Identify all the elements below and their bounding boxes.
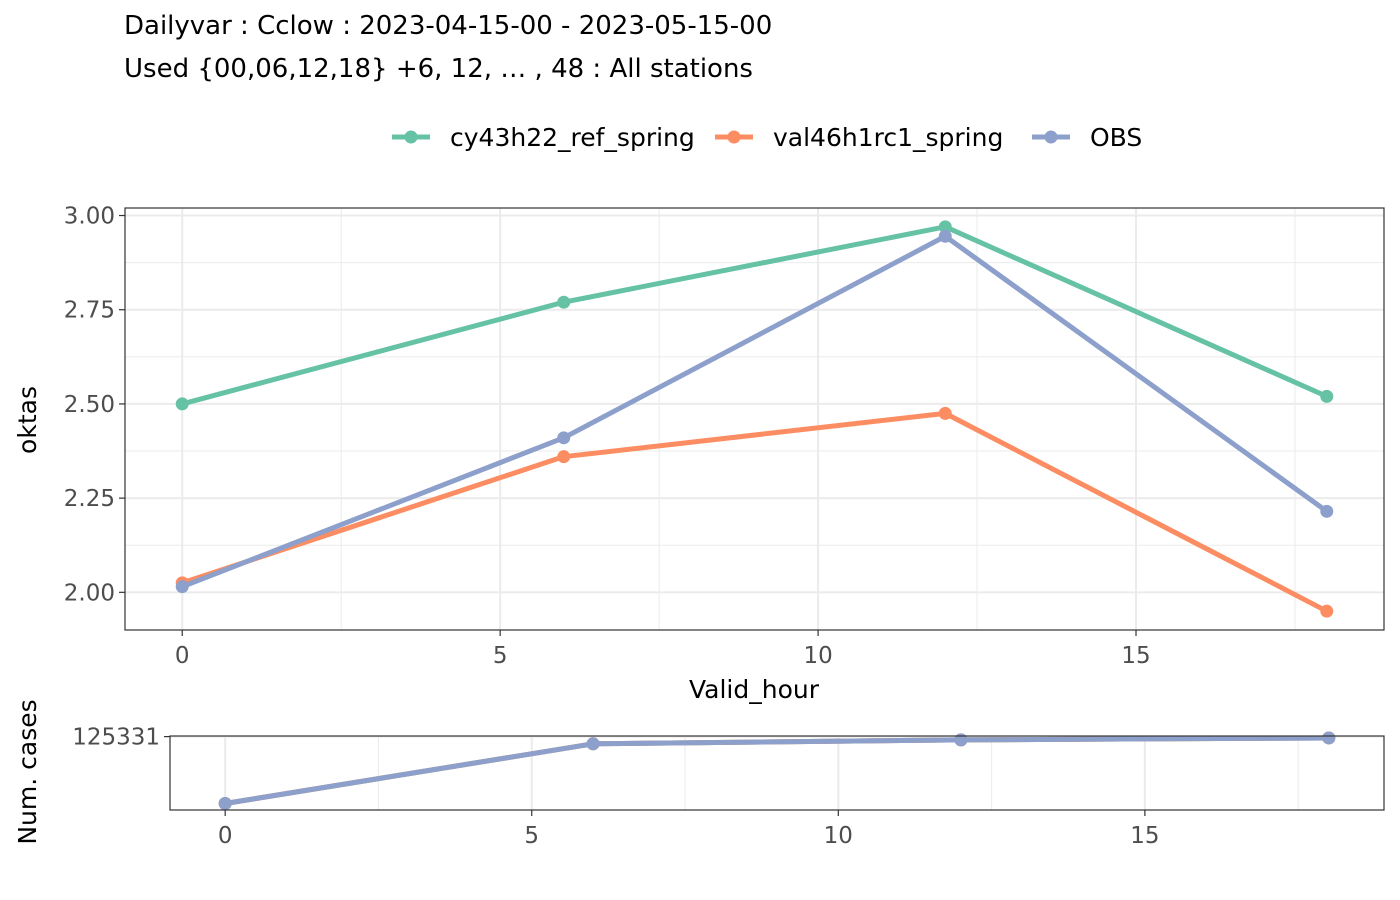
- legend-label: OBS: [1090, 123, 1142, 152]
- y-tick-label: 2.50: [64, 392, 115, 418]
- x-tick-label: 15: [1130, 823, 1159, 849]
- data-point-OBS: [1320, 504, 1334, 518]
- series-line-cy43h22_ref_spring: [224, 735, 1329, 806]
- y-tick-label: 2.75: [64, 298, 115, 324]
- data-point-OBS: [586, 737, 600, 751]
- data-point-cy43h22_ref_spring: [557, 295, 571, 309]
- series-line-cy43h22_ref_spring: [181, 224, 1328, 407]
- x-tick-label: 0: [175, 643, 190, 669]
- plot-subtitle: Used {00,06,12,18} +6, 12, … , 48 : All …: [124, 54, 753, 84]
- y-tick-label: 2.00: [64, 580, 115, 606]
- series-layer: [218, 731, 1336, 811]
- y-tick-label: 2.25: [64, 486, 115, 512]
- series-line-val46h1rc1_spring: [224, 735, 1329, 806]
- y-tick-label: 3.00: [64, 204, 115, 230]
- x-tick-label: 5: [524, 823, 539, 849]
- x-tick-label: 15: [1121, 643, 1150, 669]
- panel-border: [169, 735, 1385, 811]
- legend-key-point: [727, 130, 741, 144]
- series-line-OBS: [181, 233, 1329, 589]
- data-point-OBS: [557, 431, 571, 445]
- legend-key-point: [1044, 130, 1058, 144]
- data-point-val46h1rc1_spring: [557, 450, 571, 464]
- data-point-cy43h22_ref_spring: [938, 220, 952, 234]
- data-point-OBS: [954, 733, 968, 747]
- data-point-cy43h22_ref_spring: [1320, 389, 1334, 403]
- y-axis-title: oktas: [13, 386, 42, 454]
- panel-border: [124, 207, 1385, 631]
- x-tick-label: 10: [803, 643, 832, 669]
- data-point-OBS: [1322, 731, 1336, 745]
- legend-item-cy43h22_ref_spring: cy43h22_ref_spring: [392, 123, 695, 152]
- data-point-val46h1rc1_spring: [938, 406, 952, 420]
- x-tick-label: 10: [824, 823, 853, 849]
- data-point-OBS: [218, 797, 232, 811]
- main-panel: 0 5 10 15 2.00 2.25 2.50 2.75 3.00: [64, 204, 1385, 669]
- cases-panel: 0 5 10 15 125331: [72, 725, 1385, 849]
- series-line-val46h1rc1_spring: [181, 410, 1328, 614]
- x-tick-label: 5: [493, 643, 508, 669]
- series-layer: [175, 220, 1334, 618]
- plot-title: Dailyvar : Cclow : 2023-04-15-00 - 2023-…: [124, 11, 772, 41]
- x-axis-title: Valid_hour: [689, 675, 820, 704]
- x-tick-label: 0: [218, 823, 233, 849]
- legend-label: val46h1rc1_spring: [773, 123, 1003, 152]
- data-point-val46h1rc1_spring: [1320, 604, 1334, 618]
- legend-key-point: [404, 130, 418, 144]
- y-tick-label: 125331: [72, 725, 160, 751]
- legend-item-val46h1rc1_spring: val46h1rc1_spring: [715, 123, 1003, 152]
- legend-label: cy43h22_ref_spring: [450, 123, 695, 152]
- data-point-cy43h22_ref_spring: [175, 397, 189, 411]
- data-point-OBS: [938, 229, 952, 243]
- legend: cy43h22_ref_spring val46h1rc1_spring OBS: [392, 123, 1142, 152]
- data-point-OBS: [175, 580, 189, 594]
- series-line-OBS: [224, 735, 1329, 806]
- legend-item-OBS: OBS: [1032, 123, 1142, 152]
- cases-y-axis-title: Num. cases: [13, 699, 42, 844]
